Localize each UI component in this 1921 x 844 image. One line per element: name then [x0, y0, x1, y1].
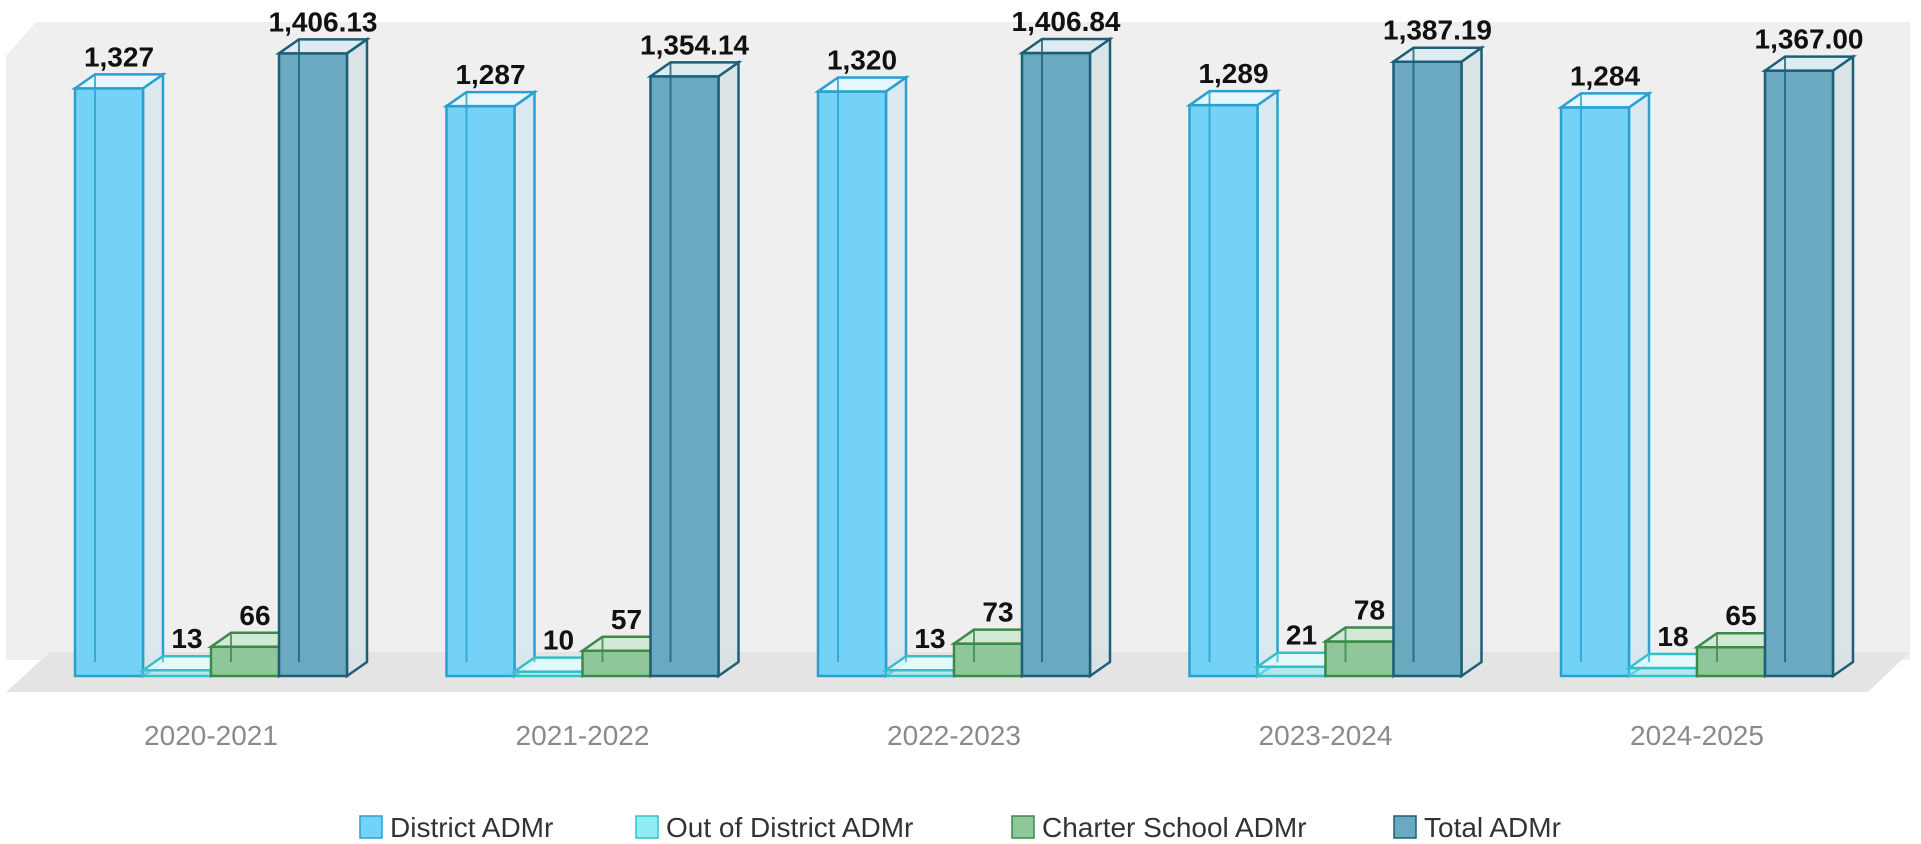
bar-front	[1324, 640, 1395, 678]
bar-top	[275, 38, 371, 55]
legend-label: Out of District ADMr	[666, 812, 913, 843]
data-label-out-of-district-admr-2022-2023: 13	[914, 623, 945, 654]
legend-item-charter-school-admr: Charter School ADMr	[1011, 812, 1307, 843]
bar-top	[646, 61, 743, 78]
bar-front	[1695, 645, 1767, 678]
bar-front	[952, 642, 1024, 678]
data-label-charter-school-admr-2022-2023: 73	[982, 597, 1013, 628]
bar-side	[1460, 45, 1483, 679]
bar-front	[1559, 106, 1631, 678]
legend-label: Charter School ADMr	[1042, 812, 1307, 843]
bar-top	[1557, 92, 1653, 109]
data-label-out-of-district-admr-2021-2022: 10	[543, 625, 574, 656]
data-label-total-admr-2024-2025: 1,367.00	[1755, 24, 1864, 55]
bar-side	[141, 71, 165, 679]
bar-front	[1392, 60, 1463, 678]
bar-district-admr-2020-2021	[71, 71, 167, 679]
legend-label: District ADMr	[390, 812, 553, 843]
data-label-charter-school-admr-2023-2024: 78	[1354, 594, 1385, 625]
data-label-district-admr-2023-2024: 1,289	[1198, 58, 1268, 89]
bar-side	[884, 75, 908, 679]
bar-side	[1627, 90, 1651, 679]
data-label-charter-school-admr-2021-2022: 57	[611, 604, 642, 635]
bar-front	[1256, 665, 1327, 678]
bar-front	[1188, 103, 1259, 678]
data-label-charter-school-admr-2024-2025: 65	[1725, 600, 1756, 631]
data-label-total-admr-2020-2021: 1,406.13	[269, 6, 378, 37]
bar-side	[513, 89, 536, 679]
bar-front	[581, 649, 652, 678]
legend: District ADMr Out of District ADMr Charter…	[359, 812, 1561, 843]
bar-top	[1761, 55, 1857, 72]
bar-charter-school-admr-2024-2025	[1693, 630, 1789, 679]
bar-top	[71, 73, 167, 90]
bar-side	[717, 59, 740, 679]
data-label-district-admr-2024-2025: 1,284	[1570, 60, 1640, 91]
bar-front	[445, 104, 516, 678]
legend-swatch	[359, 815, 383, 839]
bar-front	[649, 75, 720, 678]
legend-item-out-of-district-admr: Out of District ADMr	[635, 812, 913, 843]
bar-front	[816, 90, 888, 678]
data-label-out-of-district-admr-2020-2021: 13	[171, 623, 202, 654]
data-label-out-of-district-admr-2024-2025: 18	[1657, 621, 1688, 652]
bar-side	[345, 36, 369, 679]
bar-district-admr-2023-2024	[1185, 88, 1282, 679]
bar-side	[1256, 88, 1279, 679]
bar-total-admr-2020-2021	[275, 36, 371, 679]
category-axis: 2020-2021 2021-2022 2022-2023 2023-2024 2024…	[144, 720, 1764, 751]
bar-top	[1185, 89, 1282, 107]
data-label-total-admr-2021-2022: 1,354.14	[640, 29, 749, 60]
bar-front	[1763, 69, 1835, 678]
bar-side	[1088, 36, 1112, 679]
bar-total-admr-2021-2022	[646, 59, 743, 679]
bar-top	[1018, 37, 1114, 55]
category-label-2021-2022: 2021-2022	[516, 720, 650, 751]
bars-layer	[71, 36, 1857, 679]
legend-item-total-admr: Total ADMr	[1393, 812, 1561, 843]
bar-front	[73, 87, 145, 678]
data-label-total-admr-2022-2023: 1,406.84	[1012, 6, 1121, 37]
data-labels: 1,327 13 66 1,406.13 1,287 10 57 1,354.14 1,320 1…	[84, 6, 1864, 656]
category-label-2023-2024: 2023-2024	[1259, 720, 1393, 751]
bar-top	[442, 90, 539, 108]
bar-front	[209, 645, 281, 678]
legend-swatch	[635, 815, 659, 839]
bar-district-admr-2024-2025	[1557, 90, 1653, 679]
data-label-district-admr-2022-2023: 1,320	[827, 44, 897, 75]
bar-total-admr-2022-2023	[1018, 36, 1114, 679]
category-label-2022-2023: 2022-2023	[887, 720, 1021, 751]
bar-total-admr-2023-2024	[1389, 45, 1486, 679]
data-label-total-admr-2023-2024: 1,387.19	[1383, 15, 1492, 46]
bar-district-admr-2022-2023	[814, 75, 910, 679]
bar-top	[1389, 46, 1486, 63]
bar-front	[277, 52, 349, 678]
category-label-2024-2025: 2024-2025	[1630, 720, 1764, 751]
category-label-2020-2021: 2020-2021	[144, 720, 278, 751]
data-label-charter-school-admr-2020-2021: 66	[239, 600, 270, 631]
data-label-out-of-district-admr-2023-2024: 21	[1286, 620, 1317, 651]
bar-total-admr-2024-2025	[1761, 54, 1857, 679]
bar-front	[1020, 51, 1092, 678]
legend-item-district-admr: District ADMr	[359, 812, 553, 843]
bar-side	[1831, 54, 1855, 679]
legend-swatch	[1011, 815, 1035, 839]
legend-swatch	[1393, 815, 1417, 839]
bar-district-admr-2021-2022	[442, 89, 539, 679]
legend-label: Total ADMr	[1424, 812, 1561, 843]
bar-top	[814, 76, 910, 93]
data-label-district-admr-2021-2022: 1,287	[455, 59, 525, 90]
data-label-district-admr-2020-2021: 1,327	[84, 41, 154, 72]
